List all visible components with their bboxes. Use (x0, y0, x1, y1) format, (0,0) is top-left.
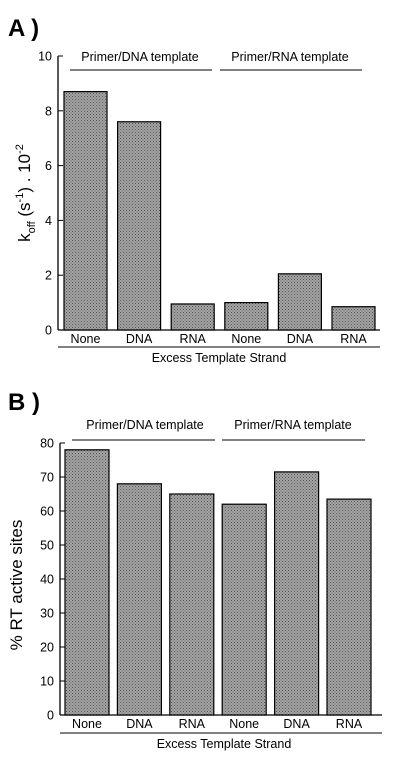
panel-a-y-tick-label-0: 0 (45, 324, 52, 338)
panel-b-category-label-4: DNA (283, 717, 310, 731)
panel-b-y-tick-label-4: 40 (40, 573, 54, 587)
ylab-sup2: -2 (14, 144, 26, 154)
panel-a-y-tick-label-5: 10 (38, 50, 52, 64)
panel-b-bar-3 (221, 503, 267, 716)
ylab-end: ) . 10 (15, 154, 34, 193)
panel-b-group-1: Primer/DNA template (72, 418, 215, 441)
panel-a-category-label-3: None (231, 332, 261, 346)
panel-a-y-tick-label-3: 6 (45, 159, 52, 173)
panel-a-bar-4 (277, 273, 322, 331)
panel-b-bar-2 (169, 493, 215, 716)
panel-a-bar-3 (224, 302, 269, 331)
panel-a-bar-5 (331, 306, 376, 331)
panel-a: A ) 0 2 4 6 8 10 Primer/DNA template Primer/R… (8, 15, 380, 365)
panel-b-y-tick-label-5: 50 (40, 539, 54, 553)
panel-b-y-tick-label-7: 70 (40, 471, 54, 485)
panel-a-group-1-label: Primer/DNA template (81, 50, 198, 64)
panel-a-category-label-1: DNA (126, 332, 153, 346)
panel-b-y-axis-label: % RT active sites (7, 520, 26, 651)
panel-a-y-tick-label-1: 2 (45, 269, 52, 283)
panel-a-label: A ) (8, 15, 39, 42)
panel-b-y-axis: 0 10 20 30 40 50 60 70 80 (40, 437, 65, 723)
panel-a-bar-0 (63, 91, 108, 331)
panel-b-bar-1 (116, 483, 163, 716)
panel-b-category-label-1: DNA (126, 717, 153, 731)
panel-b-bar-4 (274, 471, 320, 716)
panel-b-y-tick-label-6: 60 (40, 505, 54, 519)
panel-a-y-tick-label-2: 4 (45, 214, 52, 228)
panel-a-category-label-5: RNA (340, 332, 367, 346)
panel-b-bar-0 (64, 449, 110, 716)
ylab-sub: off (26, 220, 38, 233)
panel-a-category-label-2: RNA (179, 332, 206, 346)
panel-b-x-axis-label: Excess Template Strand (157, 737, 292, 751)
panel-b-label: B ) (8, 389, 40, 416)
panel-a-group-2-label: Primer/RNA template (231, 50, 348, 64)
panel-b-y-tick-label-2: 20 (40, 641, 54, 655)
panel-b-y-tick-label-3: 30 (40, 607, 54, 621)
ylab-k: k (15, 233, 34, 242)
panel-b: B ) 0 10 20 30 40 50 60 70 80 Primer/DNA templat… (7, 389, 382, 751)
ylab-sup1: -1 (14, 193, 26, 203)
panel-b-y-tick-label-0: 0 (47, 709, 54, 723)
panel-a-bar-1 (116, 121, 162, 331)
panel-a-x-axis-label: Excess Template Strand (152, 351, 287, 365)
panel-b-group-2-label: Primer/RNA template (234, 418, 351, 432)
panel-a-category-label-0: None (71, 332, 101, 346)
ylab-mid: (s (15, 202, 34, 221)
panel-a-category-label-4: DNA (287, 332, 314, 346)
panel-a-group-1: Primer/DNA template (70, 50, 212, 71)
panel-a-y-tick-label-4: 8 (45, 104, 52, 118)
panel-b-category-label-5: RNA (336, 717, 363, 731)
panel-a-y-axis: 0 2 4 6 8 10 (38, 50, 63, 338)
panel-b-group-2: Primer/RNA template (222, 418, 365, 441)
panel-a-y-axis-label: koff (s-1) . 10-2 (14, 144, 38, 242)
panel-a-group-2: Primer/RNA template (220, 50, 362, 71)
panel-b-y-tick-label-1: 10 (40, 675, 54, 689)
panel-b-category-label-2: RNA (179, 717, 206, 731)
panel-a-bar-2 (170, 303, 215, 331)
panel-b-category-label-3: None (229, 717, 259, 731)
panel-b-group-1-label: Primer/DNA template (86, 418, 203, 432)
panel-b-bar-5 (326, 498, 372, 716)
panel-b-y-tick-label-8: 80 (40, 437, 54, 451)
panel-b-category-label-0: None (72, 717, 102, 731)
